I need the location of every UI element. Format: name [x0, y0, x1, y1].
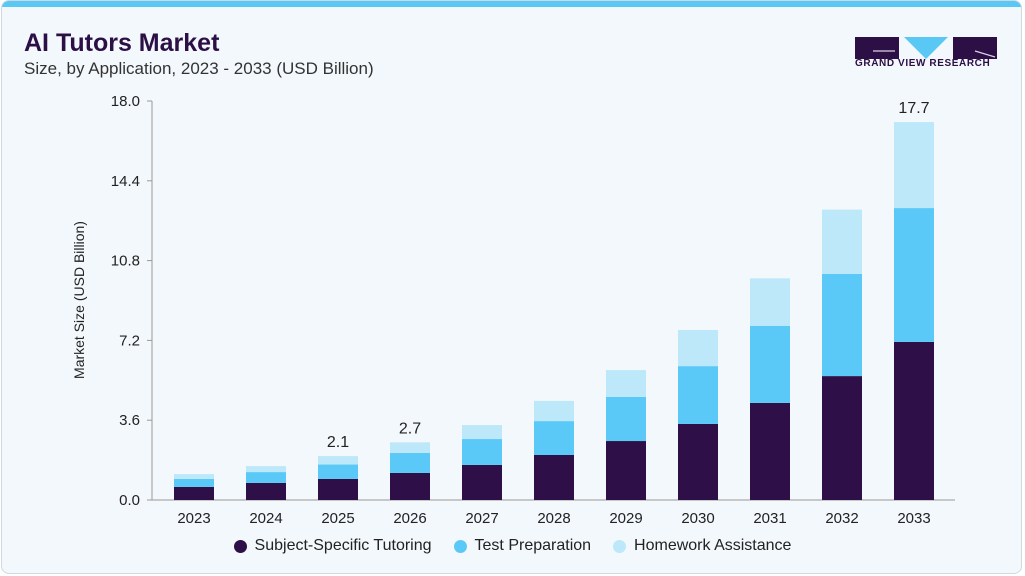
y-tick-label: 7.2	[119, 332, 140, 349]
grand-view-research-logo	[855, 37, 997, 59]
y-tick-label: 10.8	[111, 253, 140, 270]
x-tick-label: 2032	[825, 510, 858, 527]
logo-text: GRAND VIEW RESEARCH	[855, 58, 991, 69]
bar-2032-homework-assistance	[822, 209, 862, 274]
legend-swatch	[453, 539, 467, 553]
bar-2028-test-preparation	[534, 421, 574, 456]
legend-item: Homework Assistance	[613, 537, 791, 555]
bar-2023-subject-specific-tutoring	[174, 486, 214, 500]
y-axis-label: Market Size (USD Billion)	[71, 221, 87, 379]
bar-2026-homework-assistance	[390, 442, 430, 454]
x-tick-label: 2024	[249, 510, 282, 527]
bar-2025-homework-assistance	[318, 456, 358, 465]
bar-2029-homework-assistance	[606, 370, 646, 397]
bar-2032-subject-specific-tutoring	[822, 376, 862, 500]
bar-2032-test-preparation	[822, 273, 862, 377]
bar-2031-homework-assistance	[750, 278, 790, 326]
y-tick-label: 14.4	[111, 173, 140, 190]
x-tick-label: 2027	[465, 510, 498, 527]
x-tick-label: 2026	[393, 510, 426, 527]
bar-2031-subject-specific-tutoring	[750, 402, 790, 500]
legend-item: Subject-Specific Tutoring	[233, 537, 432, 555]
y-tick-label: 3.6	[119, 412, 140, 429]
data-label: 17.7	[898, 100, 929, 117]
legend: Subject-Specific Tutoring Test Preparatio…	[0, 537, 1025, 555]
bar-2033-subject-specific-tutoring	[894, 341, 934, 500]
top-accent-bar	[2, 1, 1021, 7]
data-label: 2.1	[327, 434, 349, 451]
legend-swatch	[613, 539, 627, 553]
bar-2028-homework-assistance	[534, 400, 574, 422]
x-tick-label: 2031	[753, 510, 786, 527]
bar-2033-homework-assistance	[894, 122, 934, 209]
bar-2027-subject-specific-tutoring	[462, 464, 502, 500]
bar-2024-test-preparation	[246, 472, 286, 483]
bar-2027-homework-assistance	[462, 425, 502, 440]
bar-2026-test-preparation	[390, 453, 430, 473]
legend-label: Subject-Specific Tutoring	[254, 537, 432, 554]
data-label: 2.7	[399, 420, 421, 437]
x-tick-label: 2025	[321, 510, 354, 527]
y-tick-label: 0.0	[119, 492, 140, 509]
bar-2033-test-preparation	[894, 208, 934, 342]
x-tick-label: 2029	[609, 510, 642, 527]
bar-2023-homework-assistance	[174, 474, 214, 479]
bar-2024-subject-specific-tutoring	[246, 482, 286, 500]
x-tick-label: 2030	[681, 510, 714, 527]
bar-2026-subject-specific-tutoring	[390, 472, 430, 500]
x-tick-label: 2028	[537, 510, 570, 527]
y-tick-label: 18.0	[111, 93, 140, 110]
bar-2029-subject-specific-tutoring	[606, 441, 646, 500]
legend-item: Test Preparation	[453, 537, 592, 555]
legend-swatch	[233, 539, 247, 553]
bar-2025-test-preparation	[318, 464, 358, 479]
x-tick-label: 2033	[897, 510, 930, 527]
bar-2024-homework-assistance	[246, 466, 286, 473]
bar-2023-test-preparation	[174, 478, 214, 487]
chart-title: AI Tutors Market	[24, 29, 220, 57]
bar-2031-test-preparation	[750, 325, 790, 403]
bar-2030-test-preparation	[678, 366, 718, 424]
bar-2025-subject-specific-tutoring	[318, 478, 358, 500]
bar-2029-test-preparation	[606, 396, 646, 442]
bar-2028-subject-specific-tutoring	[534, 455, 574, 500]
bar-2030-homework-assistance	[678, 329, 718, 367]
bar-2027-test-preparation	[462, 439, 502, 465]
legend-label: Test Preparation	[474, 537, 592, 554]
bar-2030-subject-specific-tutoring	[678, 423, 718, 500]
chart-subtitle: Size, by Application, 2023 - 2033 (USD B…	[24, 59, 374, 78]
x-tick-label: 2023	[177, 510, 210, 527]
legend-label: Homework Assistance	[634, 537, 792, 554]
